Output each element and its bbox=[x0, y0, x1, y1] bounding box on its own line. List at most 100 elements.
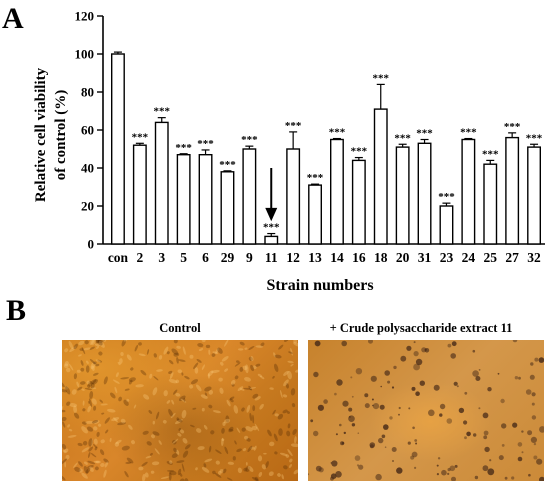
cell-shape bbox=[69, 363, 74, 371]
cell-shape bbox=[140, 370, 147, 376]
dead-cell-cluster bbox=[387, 380, 391, 384]
significance-label-3: *** bbox=[154, 106, 171, 118]
cell-shape bbox=[252, 405, 256, 412]
dead-cell-cluster bbox=[421, 347, 427, 353]
dead-cell-cluster bbox=[415, 391, 420, 396]
cell-shape bbox=[168, 378, 178, 384]
chart-labels: Relative cell viability of control (%) S… bbox=[33, 67, 374, 294]
cell-shape bbox=[203, 463, 207, 468]
dead-cell-cluster bbox=[539, 426, 544, 433]
cell-shape bbox=[73, 343, 78, 350]
cell-shape bbox=[273, 352, 276, 358]
significance-label-5: *** bbox=[175, 142, 192, 154]
cell-shape bbox=[274, 451, 278, 455]
cell-shape bbox=[134, 344, 139, 352]
dead-cell-cluster bbox=[323, 399, 328, 404]
cell-shape bbox=[272, 375, 275, 379]
dead-cell-cluster bbox=[335, 471, 342, 478]
cell-shape bbox=[78, 354, 82, 357]
cell-shape bbox=[89, 358, 96, 365]
cell-shape bbox=[269, 441, 275, 447]
cell-shape bbox=[73, 405, 78, 414]
cell-shape bbox=[100, 439, 105, 444]
viability-bar-chart: 0 20 40 60 80 100 120 con *** 2 *** 3 *** 5 *** 6 *** 29… bbox=[33, 9, 545, 294]
significance-label-27: *** bbox=[504, 121, 521, 133]
cell-shape bbox=[172, 438, 179, 444]
cell-shape bbox=[91, 438, 93, 447]
cell-shape bbox=[245, 466, 251, 472]
cell-shape bbox=[274, 413, 279, 417]
cell-shape bbox=[193, 362, 199, 370]
cell-shape bbox=[267, 429, 272, 437]
cell-shape bbox=[130, 367, 134, 371]
cell-shape bbox=[177, 369, 183, 374]
cell-shape bbox=[277, 473, 281, 477]
cell-shape bbox=[115, 372, 119, 378]
bar-2 bbox=[132, 144, 147, 245]
cell-shape bbox=[198, 348, 204, 352]
dead-cell-cluster bbox=[456, 385, 459, 388]
cell-shape bbox=[123, 399, 129, 406]
cell-shape bbox=[293, 469, 298, 475]
cell-shape bbox=[142, 473, 146, 481]
cell-shape bbox=[241, 407, 245, 412]
dead-cell-cluster bbox=[473, 433, 477, 437]
x-tick-label-14: 14 bbox=[330, 250, 344, 265]
y-axis-label-line2: of control (%) bbox=[53, 90, 69, 181]
cell-shape bbox=[239, 366, 244, 372]
cell-shape bbox=[74, 466, 81, 473]
cell-shape bbox=[62, 388, 67, 393]
cell-shape bbox=[68, 428, 73, 432]
cell-shape bbox=[201, 364, 205, 371]
cell-shape bbox=[151, 434, 155, 439]
dead-cell-cluster bbox=[447, 343, 452, 348]
cell-shape bbox=[91, 420, 99, 424]
cell-shape bbox=[212, 470, 216, 475]
cell-shape bbox=[254, 396, 261, 401]
cell-shape bbox=[231, 383, 235, 387]
cell-shape bbox=[274, 354, 282, 359]
cell-shape bbox=[131, 440, 135, 445]
bar-23 bbox=[439, 205, 454, 245]
cell-shape bbox=[169, 460, 173, 464]
cell-shape bbox=[95, 363, 100, 367]
cell-shape bbox=[201, 407, 205, 412]
cell-shape bbox=[87, 451, 91, 458]
dead-cell-cluster bbox=[512, 340, 518, 343]
cell-shape bbox=[222, 468, 227, 474]
cell-shape bbox=[182, 346, 186, 355]
cell-shape bbox=[166, 461, 173, 465]
cell-shape bbox=[138, 353, 146, 357]
cell-shape bbox=[214, 472, 222, 478]
dead-cell-cluster bbox=[511, 476, 515, 480]
bar-24 bbox=[461, 138, 476, 245]
cell-shape bbox=[80, 367, 85, 372]
cell-shape bbox=[287, 423, 291, 429]
dead-cell-cluster bbox=[466, 431, 471, 437]
x-axis-label: Strain numbers bbox=[266, 277, 373, 294]
dead-cell-cluster bbox=[368, 340, 373, 344]
dead-cell-cluster bbox=[504, 476, 508, 480]
dead-cell-cluster bbox=[463, 420, 468, 425]
x-tick-label-29: 29 bbox=[221, 250, 235, 265]
dead-cell-cluster bbox=[458, 407, 465, 414]
dead-cell-cluster bbox=[497, 372, 500, 375]
cell-shape bbox=[224, 340, 229, 347]
dead-cell-cluster bbox=[341, 340, 347, 347]
cell-shape bbox=[93, 438, 98, 445]
dead-cell-cluster bbox=[439, 413, 443, 417]
cell-shape bbox=[85, 420, 95, 424]
cell-shape bbox=[244, 376, 251, 382]
dead-cell-cluster bbox=[529, 374, 535, 380]
cell-shape bbox=[68, 340, 74, 350]
cell-shape bbox=[168, 359, 174, 365]
cell-shape bbox=[80, 381, 86, 385]
dead-cell-cluster bbox=[419, 380, 425, 386]
cell-shape bbox=[73, 373, 78, 380]
cell-shape bbox=[293, 340, 298, 344]
cell-shape bbox=[168, 370, 173, 374]
cell-shape bbox=[175, 379, 180, 384]
cell-shape bbox=[152, 387, 158, 396]
cell-shape bbox=[81, 426, 89, 434]
cell-shape bbox=[175, 393, 181, 397]
